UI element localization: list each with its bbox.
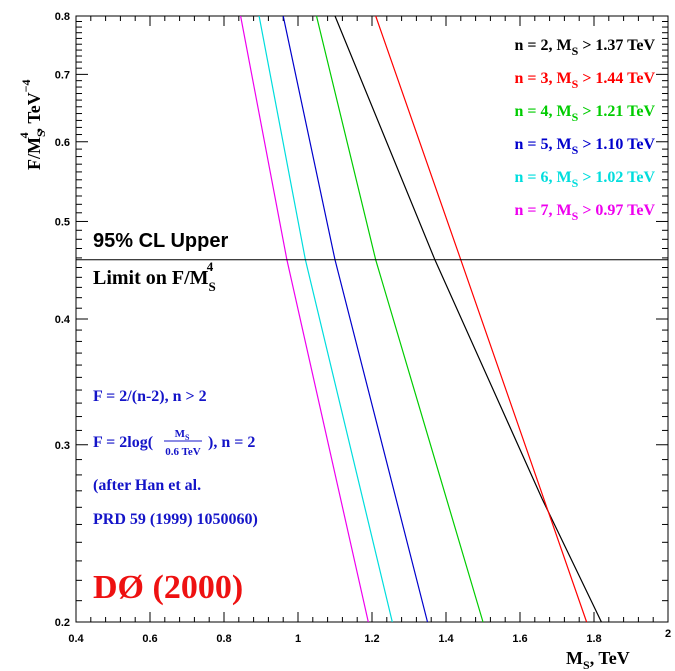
y-axis-title: F/MS4, TeV−4: [17, 79, 48, 170]
x-tick-label: 1.6: [512, 633, 527, 645]
legend: n = 2, MS > 1.37 TeV n = 3, MS > 1.44 TeV…: [515, 37, 656, 223]
series-line-n2: [334, 15, 602, 623]
x-tick-label: 1.8: [586, 633, 601, 645]
tick-marks: [75, 15, 669, 623]
x-tick-label: 0.4: [68, 633, 84, 645]
formula2-prefix: F = 2log(: [93, 434, 153, 451]
y-tick-label: 0.2: [55, 617, 70, 629]
y-tick-label: 0.7: [55, 69, 70, 81]
series-line-n4: [315, 15, 484, 623]
x-tick-label: 1: [295, 633, 301, 645]
legend-entry-n3: n = 3, MS > 1.44 TeV: [515, 70, 656, 91]
legend-entry-n7: n = 7, MS > 0.97 TeV: [515, 202, 656, 223]
formula2-denominator: 0.6 TeV: [165, 446, 201, 458]
series-line-n5: [282, 15, 429, 623]
x-axis-title: MS, TeV: [566, 648, 630, 671]
x-tick-labels: 0.4 0.6 0.8 1 1.2 1.4 1.6 1.8 2: [68, 628, 671, 645]
reference-line2: PRD 59 (1999) 1050060): [93, 511, 258, 528]
limit-label-line2: Limit on F/MS 4: [93, 259, 216, 294]
legend-entry-n5: n = 5, MS > 1.10 TeV: [515, 136, 656, 157]
x-tick-label: 1.2: [364, 633, 379, 645]
limit-label-sup: 4: [207, 259, 214, 274]
x-tick-label: 2: [665, 628, 671, 640]
y-tick-label: 0.5: [55, 216, 70, 228]
limit-label-line1: 95% CL Upper: [93, 230, 228, 252]
x-tick-label: 1.4: [438, 633, 454, 645]
y-tick-label: 0.3: [55, 440, 70, 452]
formula2-numerator: MS: [175, 428, 190, 442]
formula-n-eq-2: F = 2log( MS 0.6 TeV ), n = 2: [93, 428, 255, 458]
limit-label-main: Limit on F/M: [93, 267, 209, 289]
formula-n-gt-2: F = 2/(n-2), n > 2: [93, 388, 207, 405]
y-tick-label: 0.4: [55, 314, 71, 326]
x-tick-label: 0.6: [142, 633, 157, 645]
x-tick-label: 0.8: [216, 633, 231, 645]
formula2-suffix: ), n = 2: [208, 434, 255, 451]
legend-entry-n2: n = 2, MS > 1.37 TeV: [515, 37, 656, 58]
legend-entry-n4: n = 4, MS > 1.21 TeV: [515, 103, 656, 124]
limit-label-sub: S: [209, 279, 216, 294]
experiment-label: DØ (2000): [93, 569, 243, 606]
y-tick-label: 0.6: [55, 137, 70, 149]
legend-entry-n6: n = 6, MS > 1.02 TeV: [515, 169, 656, 190]
y-tick-label: 0.8: [55, 11, 70, 23]
y-tick-labels: 0.2 0.3 0.4 0.5 0.6 0.7 0.8: [55, 11, 71, 629]
series-line-n7: [240, 15, 369, 623]
reference-line1: (after Han et al.: [93, 477, 201, 494]
